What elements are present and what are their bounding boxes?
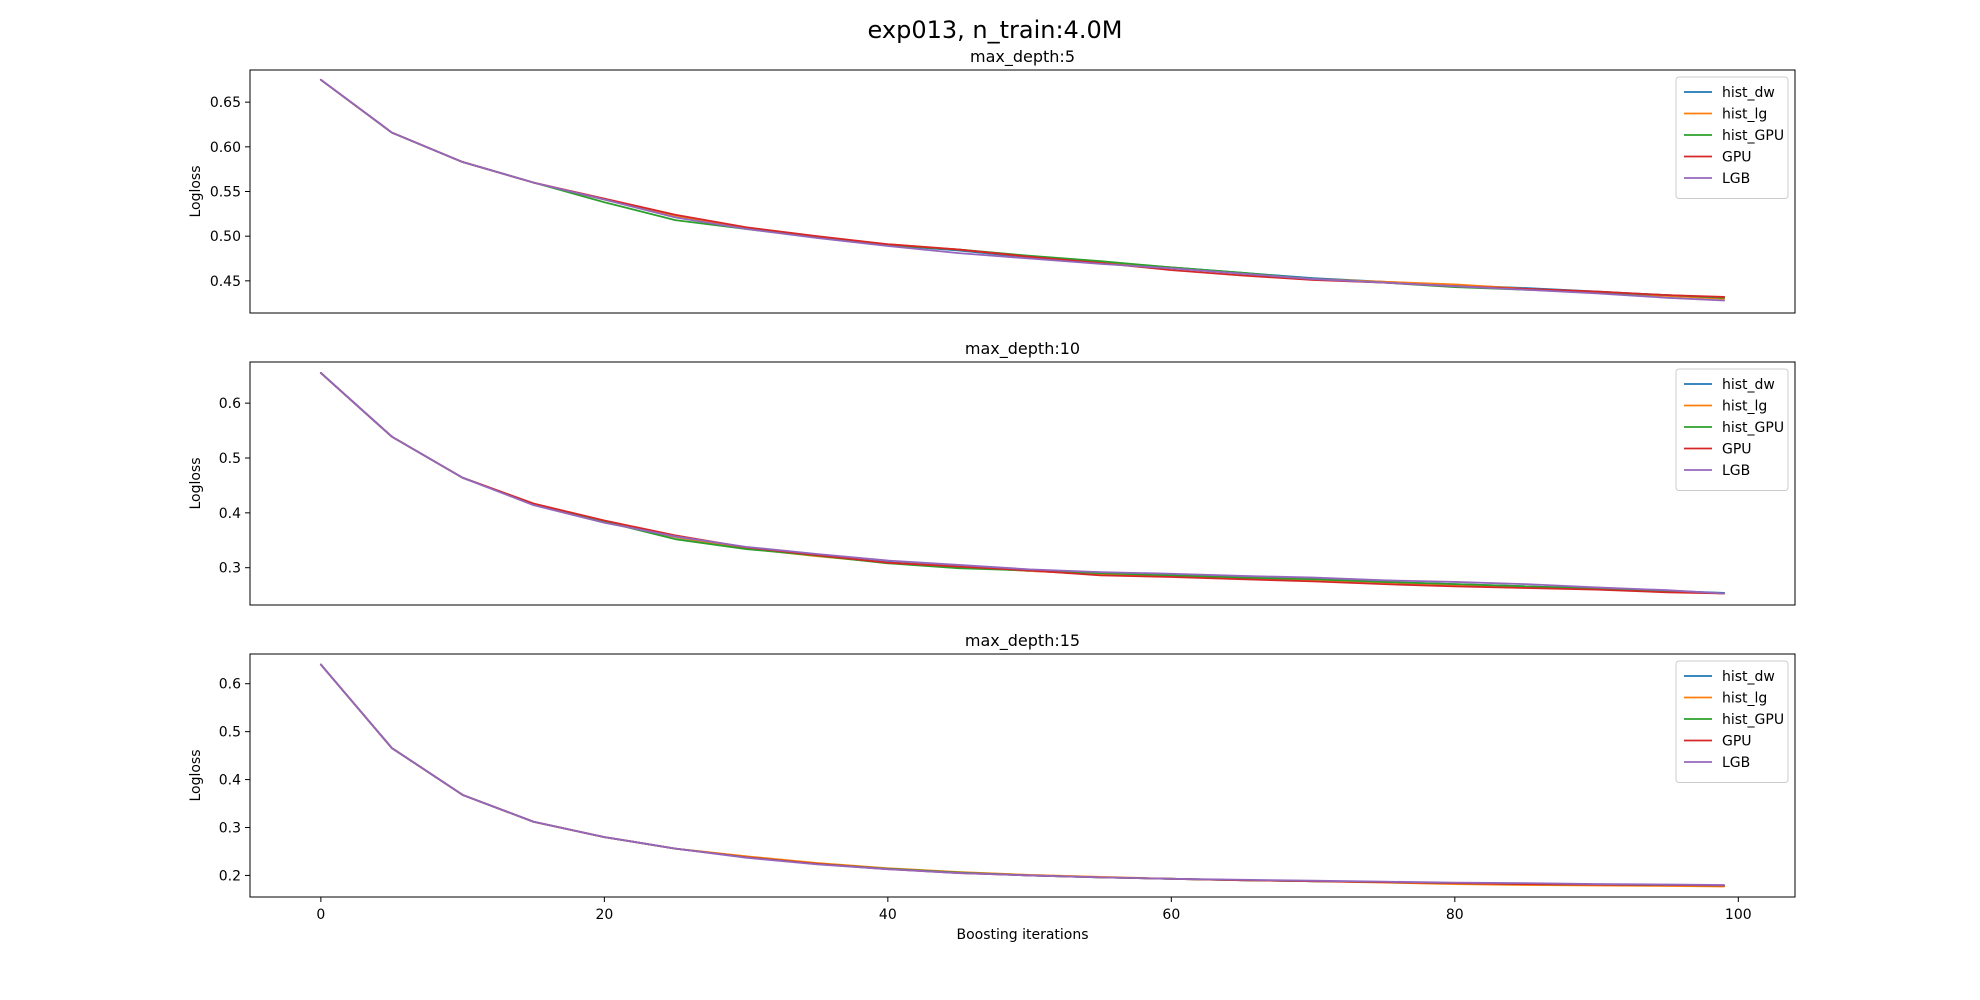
legend-label: hist_lg xyxy=(1722,691,1767,707)
y-tick-label: 0.4 xyxy=(219,506,241,522)
series-lines xyxy=(319,78,1726,302)
figure-title: exp013, n_train:4.0M xyxy=(868,16,1123,44)
legend-box xyxy=(1675,368,1789,491)
legend: hist_dw hist_lg hist_GPU GPU LGB xyxy=(1675,76,1789,199)
y-axis-label: Logloss xyxy=(188,165,204,217)
panel-title: max_depth:15 xyxy=(965,631,1080,651)
chart-panels: max_depth:50.450.500.550.600.65Loglosshi… xyxy=(188,47,1796,943)
y-tick-label: 0.3 xyxy=(219,821,241,837)
chart-panel: max_depth:100.30.40.50.6Loglosshist_dwhi… xyxy=(188,339,1796,606)
y-axis-label: Logloss xyxy=(188,749,204,801)
y-tick-label: 0.55 xyxy=(210,185,241,201)
legend-item: hist_GPU xyxy=(1684,712,1784,728)
series-lines xyxy=(319,663,1726,888)
legend-item: GPU xyxy=(1684,442,1752,458)
legend-item: GPU xyxy=(1684,150,1752,166)
series-line-lgb xyxy=(319,663,1726,886)
legend-item: hist_dw xyxy=(1684,377,1775,393)
legend-label: GPU xyxy=(1722,442,1752,458)
x-tick-label: 60 xyxy=(1162,907,1180,923)
axes-frame xyxy=(249,361,1796,606)
legend-label: hist_dw xyxy=(1722,377,1775,393)
x-tick-label: 0 xyxy=(316,907,325,923)
x-tick-label: 20 xyxy=(595,907,613,923)
y-tick-label: 0.2 xyxy=(219,868,241,884)
legend-box xyxy=(1675,76,1789,199)
chart-panel: max_depth:5 0.45 0.50 0.55 0.60 0.65 Logloss hi… xyxy=(188,47,1796,314)
panel-title: max_depth:5 xyxy=(970,47,1075,67)
legend-item: LGB xyxy=(1684,755,1750,771)
y-tick-label: 0.50 xyxy=(210,229,241,245)
y-tick-label: 0.45 xyxy=(210,274,241,290)
legend-label: hist_GPU xyxy=(1722,712,1784,728)
legend-label: hist_lg xyxy=(1722,399,1767,415)
legend-label: GPU xyxy=(1722,734,1752,750)
legend-label: LGB xyxy=(1722,463,1750,479)
legend-item: hist_GPU xyxy=(1684,128,1784,144)
legend-item: hist_lg xyxy=(1684,399,1767,415)
series-line-gpu xyxy=(319,372,1726,595)
legend-item: hist_GPU xyxy=(1684,420,1784,436)
legend-item: hist_lg xyxy=(1684,691,1767,707)
series-line-lgb xyxy=(319,78,1726,302)
y-tick-label: 0.60 xyxy=(210,140,241,156)
legend-item: LGB xyxy=(1684,463,1750,479)
legend-item: LGB xyxy=(1684,171,1750,187)
legend-item: hist_lg xyxy=(1684,107,1767,123)
x-tick-label: 40 xyxy=(879,907,897,923)
x-tick-label: 100 xyxy=(1725,907,1752,923)
chart-panel: max_depth:15 0.2 0.3 0.4 0.5 0.6 0 20 40 60 80 100 B… xyxy=(188,631,1796,943)
legend-label: LGB xyxy=(1722,171,1750,187)
x-tick-label: 80 xyxy=(1446,907,1464,923)
y-tick-label: 0.3 xyxy=(219,561,241,577)
y-tick-label: 0.6 xyxy=(219,396,241,412)
y-tick-label: 0.5 xyxy=(219,451,241,467)
legend-label: LGB xyxy=(1722,755,1750,771)
legend-label: hist_GPU xyxy=(1722,420,1784,436)
x-axis-label: Boosting iterations xyxy=(956,927,1088,943)
y-tick-label: 0.5 xyxy=(219,725,241,741)
panel-title: max_depth:10 xyxy=(965,339,1080,359)
series-line-lgb xyxy=(319,372,1726,595)
legend: hist_dw hist_lg hist_GPU GPU LGB xyxy=(1675,368,1789,491)
legend-box xyxy=(1675,660,1789,783)
legend-label: GPU xyxy=(1722,150,1752,166)
y-tick-label: 0.65 xyxy=(210,95,241,111)
legend: hist_dw hist_lg hist_GPU GPU LGB xyxy=(1675,660,1789,783)
legend-item: hist_dw xyxy=(1684,669,1775,685)
y-tick-label: 0.6 xyxy=(219,677,241,693)
axes-frame xyxy=(249,653,1796,898)
legend-label: hist_dw xyxy=(1722,85,1775,101)
legend-label: hist_GPU xyxy=(1722,128,1784,144)
legend-item: GPU xyxy=(1684,734,1752,750)
legend-label: hist_dw xyxy=(1722,669,1775,685)
y-axis-label: Logloss xyxy=(188,457,204,509)
legend-item: hist_dw xyxy=(1684,85,1775,101)
y-tick-label: 0.4 xyxy=(219,773,241,789)
legend-label: hist_lg xyxy=(1722,107,1767,123)
series-lines xyxy=(319,372,1726,595)
